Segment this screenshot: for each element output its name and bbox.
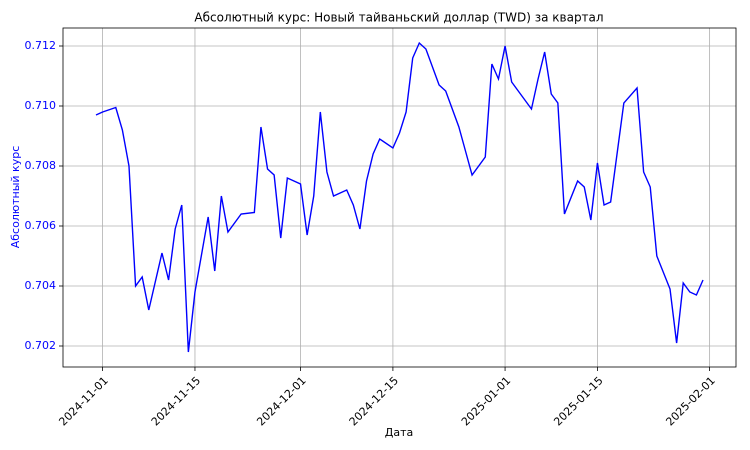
x-tick-label: 2025-01-01 [459,374,513,428]
y-tick-label: 0.712 [25,39,57,52]
y-tick-label: 0.704 [25,279,57,292]
x-tick-label: 2025-02-01 [663,374,717,428]
x-tick-label: 2024-11-01 [56,374,110,428]
x-tick-label: 2024-12-01 [254,374,308,428]
y-tick-label: 0.706 [25,219,57,232]
chart-title: Абсолютный курс: Новый тайваньский долла… [194,11,603,25]
x-tick-label: 2025-01-15 [551,374,605,428]
y-tick-label: 0.702 [25,339,57,352]
y-tick-label: 0.708 [25,159,57,172]
y-tick-label: 0.710 [25,99,57,112]
x-tick-label: 2024-12-15 [347,374,401,428]
x-tick-label: 2024-11-15 [149,374,203,428]
y-axis-label: Абсолютный курс [9,146,22,249]
line-series [95,41,704,353]
plot-frame [62,27,737,368]
x-axis-label: Дата [385,426,413,439]
